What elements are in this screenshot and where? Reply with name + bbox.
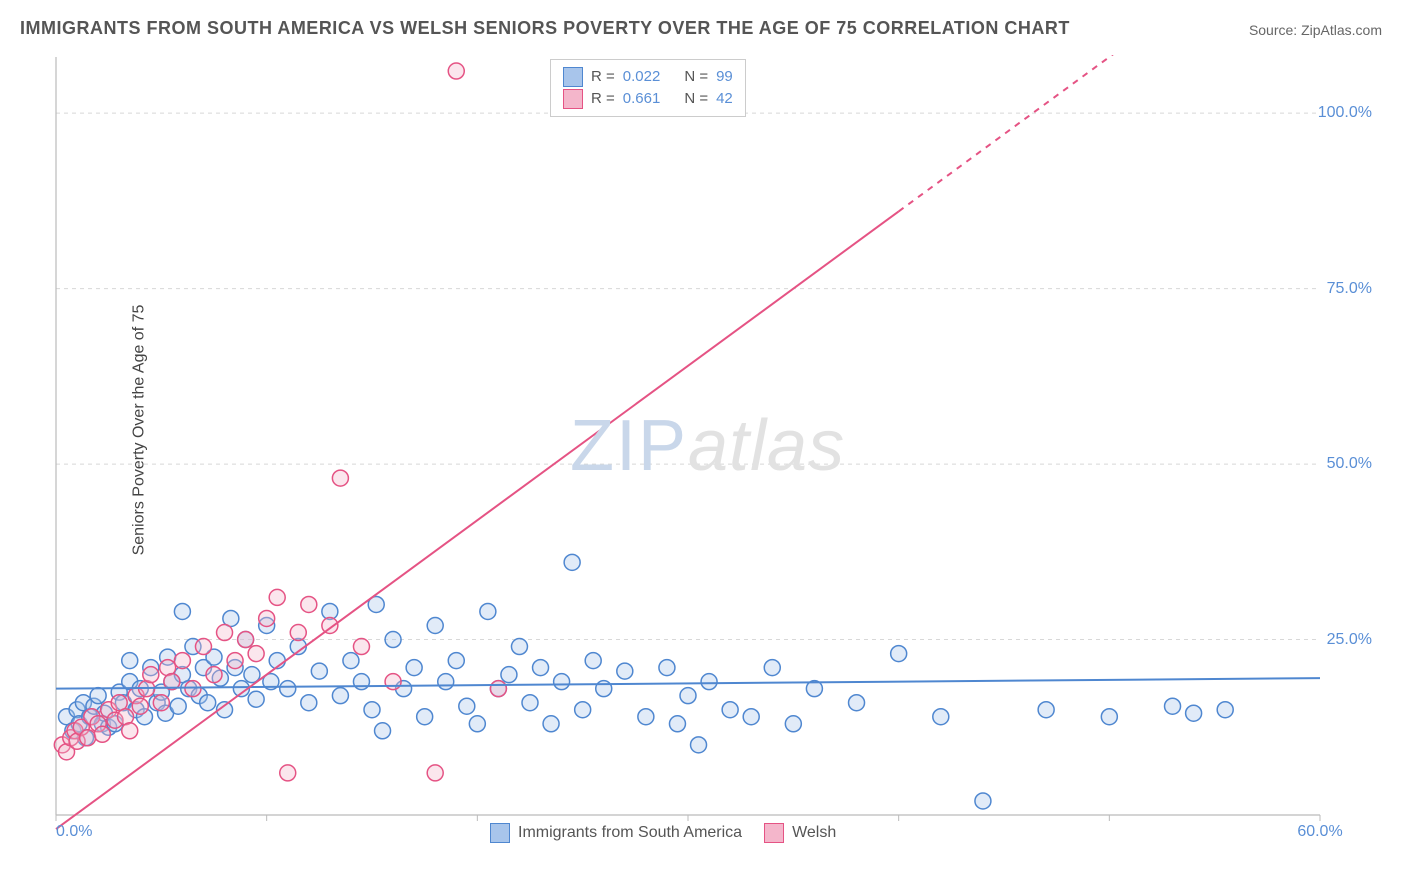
scatter-chart [50,55,1380,845]
legend-label: Welsh [792,824,836,842]
n-value: 99 [716,66,733,88]
y-tick-label: 100.0% [1318,104,1372,122]
y-tick-label: 50.0% [1327,455,1372,473]
x-tick-label: 60.0% [1297,823,1342,841]
legend-stats-row: R = 0.022 N = 99 [563,66,733,88]
source-attribution: Source: ZipAtlas.com [1249,22,1382,38]
r-label: R = [591,88,615,110]
r-value: 0.022 [623,66,661,88]
r-value: 0.661 [623,88,661,110]
y-tick-label: 75.0% [1327,280,1372,298]
legend-stats: R = 0.022 N = 99 R = 0.661 N = 42 [550,59,746,117]
source-label: Source: [1249,22,1301,38]
legend-item: Immigrants from South America [490,823,742,843]
source-link[interactable]: ZipAtlas.com [1301,22,1382,38]
y-tick-label: 25.0% [1327,631,1372,649]
legend-swatch-blue [490,823,510,843]
r-label: R = [591,66,615,88]
n-label: N = [684,88,708,110]
n-value: 42 [716,88,733,110]
n-label: N = [684,66,708,88]
x-tick-label: 0.0% [56,823,92,841]
chart-title: IMMIGRANTS FROM SOUTH AMERICA VS WELSH S… [20,18,1070,39]
legend-label: Immigrants from South America [518,824,742,842]
legend-item: Welsh [764,823,836,843]
legend-swatch-pink [764,823,784,843]
legend-stats-row: R = 0.661 N = 42 [563,88,733,110]
legend-swatch-blue [563,67,583,87]
legend-series: Immigrants from South America Welsh [490,823,836,843]
legend-swatch-pink [563,89,583,109]
plot-area: ZIPatlas R = 0.022 N = 99 R = 0.661 N = … [50,55,1380,845]
